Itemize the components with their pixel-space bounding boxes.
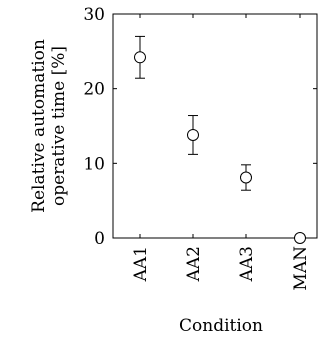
- data-point-3: [294, 232, 306, 244]
- y-tick-label-3: 30: [83, 5, 105, 25]
- x-tick-label-2: AA3: [237, 246, 257, 282]
- x-tick-label-0: AA1: [131, 246, 151, 282]
- data-point-2: [240, 171, 252, 184]
- x-tick-label-1: AA2: [184, 246, 204, 282]
- y-tick-label-2: 20: [83, 80, 105, 100]
- x-axis-title: Condition: [179, 316, 263, 336]
- y-tick-label-0: 0: [94, 229, 105, 249]
- data-point-1: [187, 128, 199, 141]
- y-axis-title-line-2: operative time [%]: [49, 46, 69, 206]
- y-tick-label-1: 10: [83, 154, 105, 174]
- plot-frame: [112, 13, 318, 239]
- data-point-0: [134, 51, 146, 64]
- y-axis-title-line-1: Relative automation: [29, 39, 49, 213]
- x-tick-label-3: MAN: [291, 246, 311, 291]
